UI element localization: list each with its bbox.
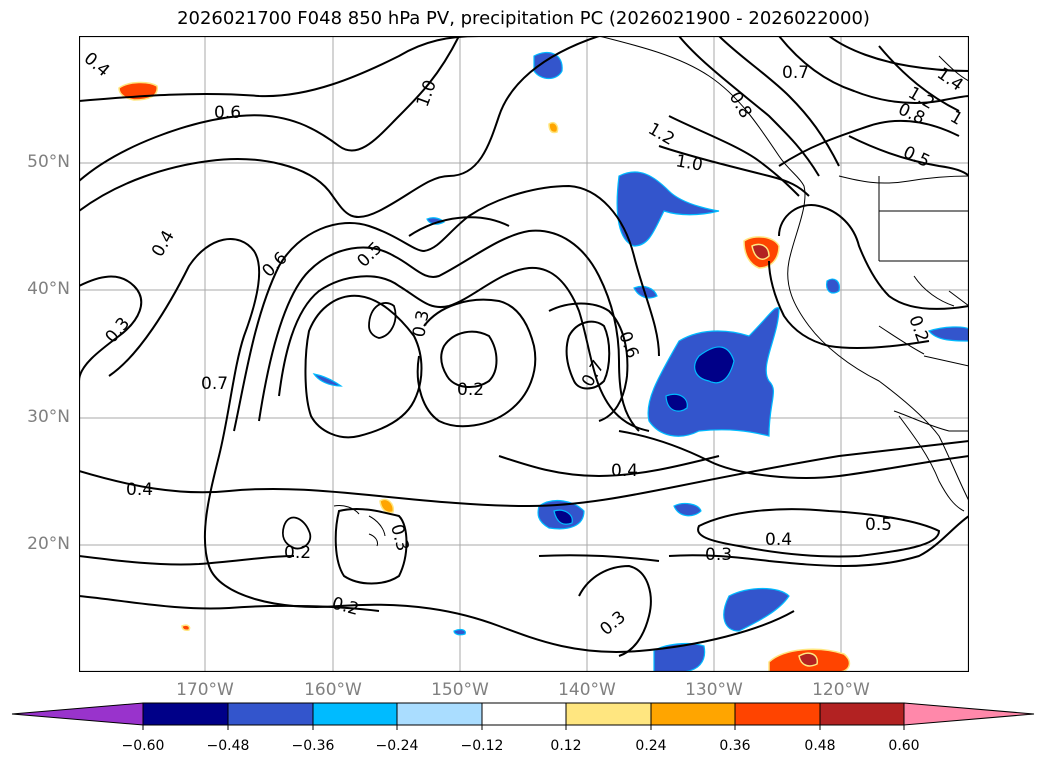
svg-text:0.4: 0.4 [765,530,792,550]
colorbar-tick: −0.24 [375,738,419,754]
svg-text:0.6: 0.6 [214,103,241,123]
svg-text:0.2: 0.2 [284,543,311,563]
svg-text:0.5: 0.5 [900,142,933,172]
svg-text:0.3: 0.3 [386,522,412,553]
svg-text:1.0: 1.0 [413,77,441,109]
lat-label-30n: 30°N [27,407,70,427]
svg-text:1.0: 1.0 [674,151,704,175]
svg-text:0.2: 0.2 [330,594,361,620]
svg-text:1: 1 [947,107,966,130]
colorbar-tick: 0.60 [888,738,920,754]
colorbar-tick: 0.12 [550,738,582,754]
map-title: 2026021700 F048 850 hPa PV, precipitatio… [177,8,870,29]
svg-text:0.4: 0.4 [80,49,114,82]
lon-label-120w: 120°W [812,680,870,700]
lat-label-40n: 40°N [27,279,70,299]
colorbar-tick: −0.36 [291,738,335,754]
lat-label-20n: 20°N [27,534,70,554]
svg-text:0.7: 0.7 [201,374,228,394]
svg-text:0.7: 0.7 [782,63,809,83]
svg-text:0.3: 0.3 [409,309,433,339]
svg-text:0.7: 0.7 [578,357,609,390]
precip-negative-areas [312,51,969,672]
svg-text:0.4: 0.4 [611,461,638,481]
coastlines [333,36,969,547]
svg-text:1.2: 1.2 [645,119,678,150]
lon-label-140w: 140°W [558,680,616,700]
pv-contours [79,36,969,657]
svg-text:0.2: 0.2 [457,380,484,400]
svg-text:0.5: 0.5 [865,515,892,535]
colorbar-tick: −0.48 [206,738,250,754]
svg-text:0.3: 0.3 [102,314,135,348]
map-plot: 0.4 0.6 1.0 1.2 1.0 0.8 0.7 1.2 1.4 0.8 … [79,36,969,672]
contour-labels: 0.4 0.6 1.0 1.2 1.0 0.8 0.7 1.2 1.4 0.8 … [80,49,967,640]
svg-text:0.4: 0.4 [126,480,153,500]
svg-text:0.4: 0.4 [148,227,179,260]
lon-label-130w: 130°W [685,680,743,700]
svg-text:0.3: 0.3 [596,607,630,640]
colorbar-tick: −0.12 [460,738,504,754]
colorbar-tick: 0.36 [719,738,751,754]
lon-label-160w: 160°W [304,680,362,700]
colorbar [11,702,1035,730]
colorbar-tick: 0.24 [635,738,667,754]
colorbar-tick: −0.60 [121,738,165,754]
colorbar-tick: 0.48 [804,738,836,754]
svg-text:0.5: 0.5 [353,238,386,271]
lat-label-50n: 50°N [27,152,70,172]
svg-text:0.3: 0.3 [705,545,732,565]
lon-label-150w: 150°W [431,680,489,700]
svg-text:1.4: 1.4 [933,64,967,96]
lon-label-170w: 170°W [176,680,234,700]
graticule [79,36,969,672]
precip-positive-areas [118,81,851,672]
